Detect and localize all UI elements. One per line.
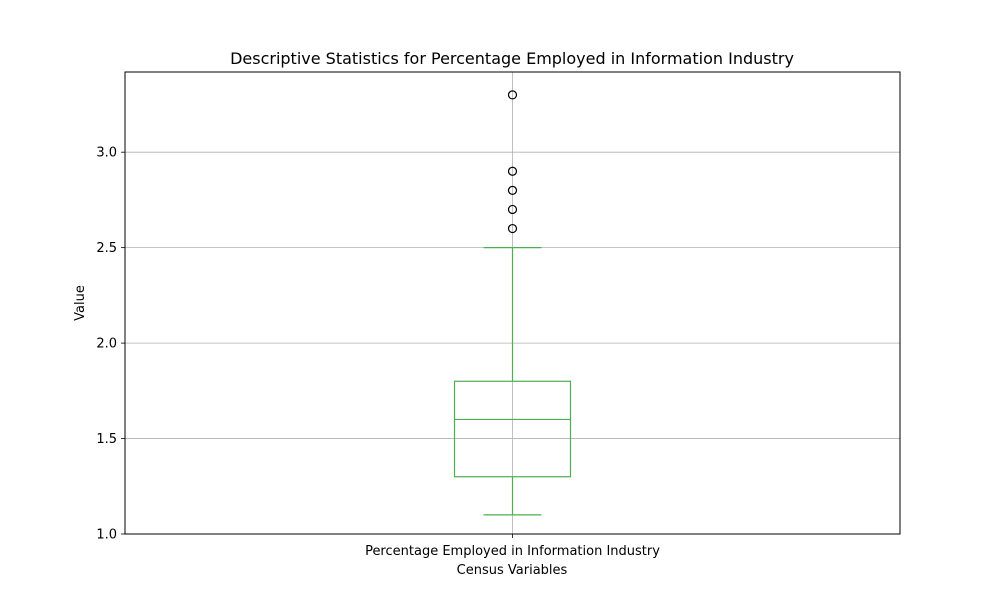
- x-tick-label: Percentage Employed in Information Indus…: [365, 544, 660, 559]
- y-axis-ticks: 1.0 1.5 2.0 2.5 3.0: [96, 146, 125, 543]
- x-axis-ticks: Percentage Employed in Information Indus…: [365, 534, 660, 559]
- y-tick-label: 3.0: [96, 146, 117, 161]
- outlier-point: [507, 223, 518, 234]
- y-tick-label: 1.0: [96, 528, 117, 543]
- y-tick-label: 2.5: [96, 241, 117, 256]
- plot-frame: [124, 71, 901, 535]
- y-axis-label: Value: [73, 285, 88, 321]
- y-tick-label: 1.5: [96, 432, 117, 447]
- chart-title: Descriptive Statistics for Percentage Em…: [230, 49, 794, 68]
- box-plot-marks: [453, 90, 572, 516]
- y-tick-label: 2.0: [96, 337, 117, 352]
- outlier-point: [507, 185, 518, 195]
- outlier-point: [507, 166, 518, 176]
- interquartile-box: [453, 380, 572, 478]
- outlier-point: [507, 90, 518, 100]
- x-axis-label: Census Variables: [457, 563, 568, 578]
- outlier-point: [507, 204, 518, 215]
